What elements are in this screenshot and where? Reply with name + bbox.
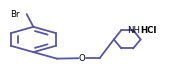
Text: NH: NH (127, 26, 140, 35)
Text: HCl: HCl (141, 26, 157, 35)
Text: Br: Br (10, 10, 19, 19)
Text: O: O (79, 54, 85, 63)
